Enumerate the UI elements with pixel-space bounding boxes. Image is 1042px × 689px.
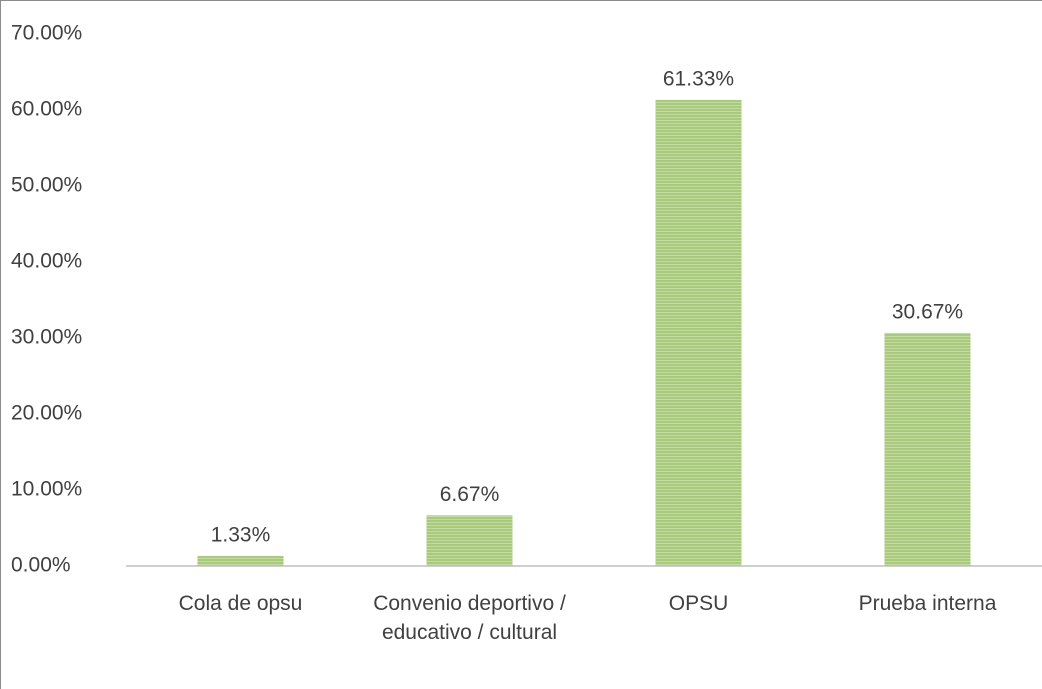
y-tick-label: 40.00% [11,250,82,273]
x-tick-label: Cola de opsu [178,592,303,615]
y-tick-label: 60.00% [11,98,82,121]
value-label: 30.67% [892,300,963,323]
y-tick-label: 30.00% [11,326,82,349]
value-label: 6.67% [440,483,500,506]
x-tick-label: OPSU [668,592,729,615]
y-tick-label: 10.00% [11,478,82,501]
y-tick-label: 0.00% [11,554,71,577]
y-tick-label: 20.00% [11,402,82,425]
value-label: 61.33% [663,67,734,90]
x-tick-label: Convenio deportivo / educativo / cultura… [373,592,566,644]
value-label: 1.33% [211,523,271,546]
bar [655,99,742,566]
x-tick-label: Prueba interna [858,592,997,615]
bar [197,555,284,566]
y-tick-label: 70.00% [11,22,82,45]
y-tick-label: 50.00% [11,174,82,197]
bar [884,332,971,566]
bar [426,515,513,566]
